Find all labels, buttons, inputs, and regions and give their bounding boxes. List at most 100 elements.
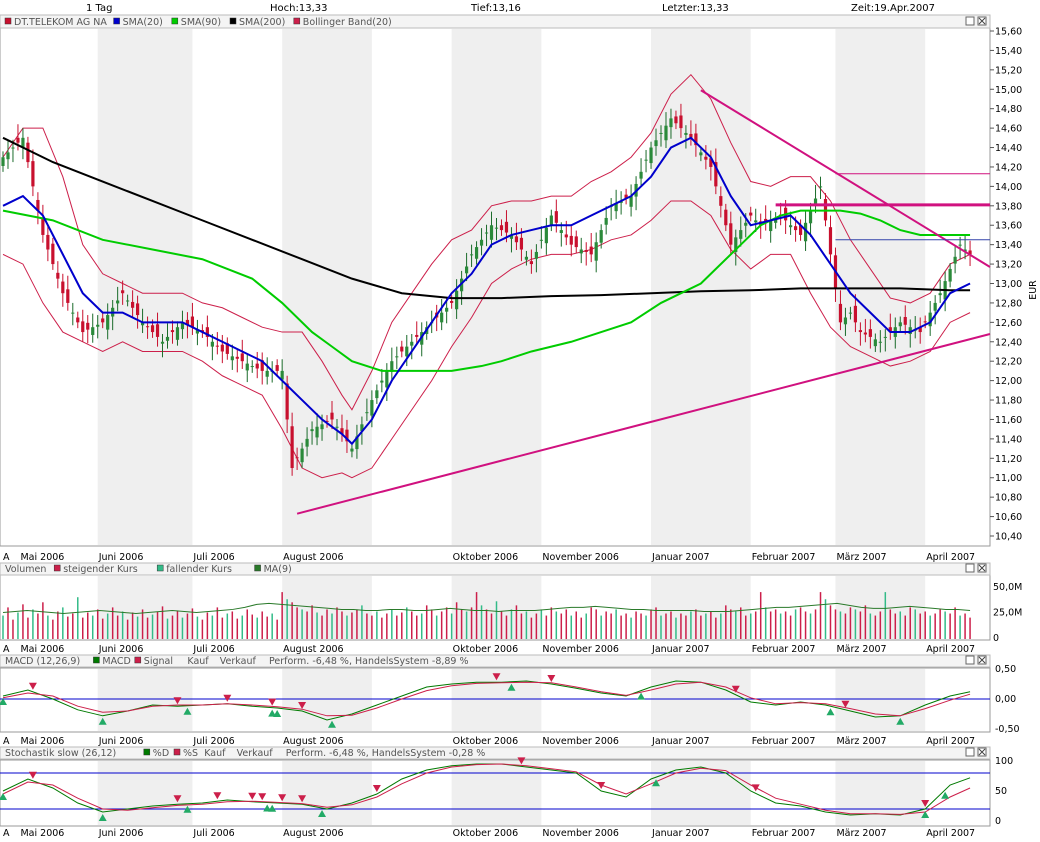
legend-swatch [113,17,120,25]
month-tick-label: Februar 2007 [752,552,816,563]
candle-body [11,147,15,149]
price-legend-bg [0,14,991,29]
candle-body [883,336,887,338]
candle-body [549,215,553,226]
candle-body [858,330,862,333]
sell-marker [597,782,606,789]
month-tick-label: März 2007 [836,828,886,839]
price-y-tick-label: 11,80 [995,396,1022,407]
price-y-tick-label: 12,20 [995,357,1022,368]
candle-body [818,186,823,188]
candle-body [574,236,578,248]
candle-body [514,236,519,243]
candle-body [584,249,588,252]
candle-body [41,218,45,235]
time-label: Zeit:19.Apr.2007 [851,3,935,14]
candle-body [928,312,932,327]
month-tick-label: Januar 2007 [651,644,710,655]
candle-body [290,426,294,469]
candle-body [190,316,195,328]
candle-body [639,171,643,179]
candle-body [195,329,200,334]
price-y-tick-label: 10,80 [995,493,1022,504]
legend-entry: SMA(20) [123,17,163,28]
macd-y-tick-label: 0,50 [995,664,1016,675]
candle-body [445,307,449,312]
candle-body [629,196,633,207]
candle-body [260,360,264,371]
candle-body [370,400,374,416]
candle-body [689,133,693,138]
buy-marker [183,805,192,813]
candle-body [714,162,718,187]
candle-body [524,256,529,260]
candle-body [709,158,713,167]
candle-body [160,341,165,344]
candle-body [330,412,334,420]
sell-marker [751,784,760,792]
interval-label: 1 Tag [86,3,112,14]
candle-body [848,312,853,314]
price-y-tick-label: 11,60 [995,415,1022,426]
month-shade [282,669,372,731]
price-y-tick-label: 15,00 [995,85,1022,96]
candle-body [719,196,723,206]
close-icon-cross [978,656,986,664]
candle-body [170,330,175,333]
month-shade [835,669,926,731]
price-y-tick-label: 15,60 [995,27,1022,38]
bollinger-lower [2,200,971,479]
volume-legend-bg [0,562,991,576]
buy-marker [98,717,107,725]
candle-body [699,152,703,156]
candle-body [210,341,214,347]
legend-entry: fallender Kurs [166,564,232,575]
buy-marker [318,810,327,818]
month-tick-label: April 2007 [926,552,975,563]
candle-body [774,217,778,223]
last-label: Letzter:13,33 [662,3,729,14]
candle-body [185,319,190,325]
month-shade [835,761,926,825]
candle-body [310,429,314,432]
candle-body [96,324,100,327]
month-tick-label: Juli 2006 [192,736,234,747]
month-tick-label: Mai 2006 [20,644,64,655]
legend-swatch [173,748,181,756]
candle-body [654,140,658,147]
candle-body [604,217,608,225]
candle-body [16,137,20,143]
legend-entry: SMA(200) [239,17,285,28]
legend-swatch [93,656,100,664]
month-tick-label: November 2006 [542,736,619,747]
month-tick-label: März 2007 [836,644,886,655]
legend-swatch [293,17,301,25]
price-x-axis: A Mai 2006 Juni 2006 Juli 2006 August 2006 Ok… [3,552,975,563]
candle-body [614,203,618,212]
candle-body [305,438,309,447]
candle-body [968,250,972,255]
month-tick-label: Januar 2007 [651,828,710,839]
candle-body [225,343,229,354]
candle-body [539,239,543,241]
price-y-tick-label: 12,80 [995,298,1022,309]
month-shade [651,761,751,825]
month-shade [451,761,542,825]
buy-marker [273,710,282,717]
buy-marker [921,811,930,818]
legend-entry: Volumen [5,564,46,575]
month-tick-label: Januar 2007 [651,736,710,747]
candle-body [325,420,329,422]
candle-body [624,194,628,199]
candle-body [240,353,244,362]
legend-entry: steigender Kurs [63,564,138,575]
candle-body [594,242,598,261]
candle-body [489,225,494,240]
sma200-line [2,136,971,300]
legend-entry: Bollinger Band(20) [303,17,392,28]
legend-entry: Perform. -6,48 %, HandelsSystem -0,28 % [286,748,486,759]
candle-body [694,133,698,146]
price-panel: 15,60 15,40 15,20 15,00 14,80 14,60 14,40 14,20… [0,14,1039,547]
price-y-tick-label: 13,20 [995,260,1022,271]
candle-body [1,157,5,166]
